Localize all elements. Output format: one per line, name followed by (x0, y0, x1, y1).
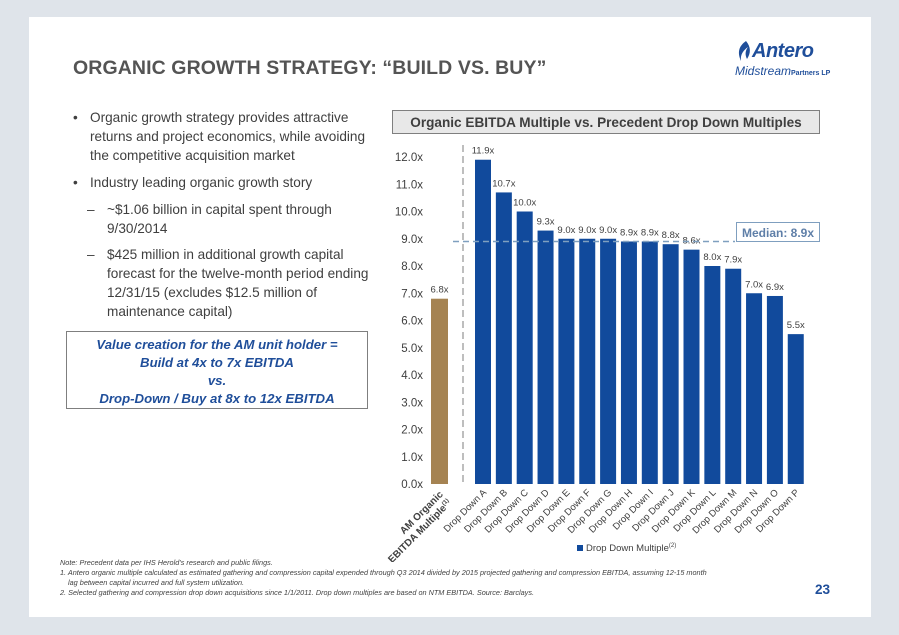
bar-chart: 0.0x 1.0x 2.0x 3.0x 4.0x 5.0x 6.0x 7.0x 8.0x 9.0x… (386, 145, 805, 562)
dropdown-bar (475, 159, 491, 484)
y-tick-label: 4.0x (401, 370, 423, 382)
legend-label: Drop Down Multiple(2) (586, 543, 676, 554)
bar-data-label: 9.0x (557, 225, 575, 236)
bar-data-label: 9.3x (537, 217, 555, 228)
footnotes: Note: Precedent data per IHS Herold’s re… (60, 558, 820, 598)
bar-data-label: 5.5x (787, 320, 805, 331)
y-tick-label: 9.0x (401, 234, 423, 246)
dropdown-bar (704, 266, 721, 484)
y-tick-label: 12.0x (395, 152, 423, 164)
bar-data-label: 8.6x (683, 236, 701, 247)
bullet-item: • Organic growth strategy provides attrac… (73, 110, 366, 163)
dropdown-bar (600, 238, 617, 484)
y-tick-label: 10.0x (395, 207, 423, 219)
footnote-1-cont: lag between capital incurred and full sy… (68, 578, 245, 587)
bar-data-label: 8.0x (703, 252, 721, 263)
dropdown-bar (537, 230, 554, 484)
value-creation-box: Value creation for the AM unit holder = … (66, 331, 368, 409)
bar-data-label: 8.9x (620, 227, 638, 238)
footnote-2: 2. Selected gathering and compression dr… (60, 588, 535, 597)
antero-logo: Antero MidstreamPartners LP (735, 40, 835, 82)
dropdown-bar (725, 268, 742, 484)
dropdown-bar (787, 334, 804, 484)
organic-data-label: 6.8x (431, 285, 449, 296)
dropdown-bar (558, 238, 575, 484)
bar-data-label: 9.0x (599, 225, 617, 236)
value-line-3: vs. (207, 373, 227, 388)
bar-data-label: 11.9x (472, 146, 495, 157)
dropdown-bar (641, 241, 658, 484)
y-tick-label: 5.0x (401, 343, 423, 355)
y-tick-label: 7.0x (401, 288, 423, 300)
organic-bar (431, 298, 448, 484)
sub-bullet-item: – $425 million in additional growth capit… (87, 247, 369, 319)
value-line-2: Build at 4x to 7x EBITDA (140, 355, 294, 370)
y-tick-label: 0.0x (401, 479, 423, 491)
dropdown-bar (620, 241, 637, 484)
logo-subname: MidstreamPartners LP (735, 64, 831, 78)
legend-swatch (577, 545, 583, 551)
y-tick-label: 1.0x (401, 452, 423, 464)
value-line-4: Drop-Down / Buy at 8x to 12x EBITDA (99, 391, 335, 406)
bar-data-label: 7.0x (745, 279, 763, 290)
dropdown-bar (662, 244, 679, 484)
dropdown-bar (516, 211, 533, 484)
median-label: Median: 8.9x (736, 222, 820, 242)
bullet-list: • Organic growth strategy provides attrac… (73, 108, 373, 328)
dropdown-bar (766, 295, 783, 484)
value-line-1: Value creation for the AM unit holder = (96, 337, 338, 352)
footnote-note: Note: Precedent data per IHS Herold’s re… (60, 558, 273, 567)
bar-data-label: 10.0x (513, 198, 536, 209)
dropdown-bar (683, 249, 700, 484)
y-tick-label: 6.0x (401, 316, 423, 328)
page-title: ORGANIC GROWTH STRATEGY: “BUILD VS. BUY” (73, 57, 547, 79)
bullet-item: • Industry leading organic growth story (73, 175, 313, 190)
sub-bullet-item: – ~$1.06 billion in capital spent through… (87, 202, 332, 236)
bar-data-label: 8.8x (662, 230, 680, 241)
slide: ORGANIC GROWTH STRATEGY: “BUILD VS. BUY”… (29, 17, 871, 617)
dropdown-bar (746, 293, 763, 484)
bar-data-label: 6.9x (766, 282, 784, 293)
y-tick-label: 2.0x (401, 425, 423, 437)
bar-data-label: 10.7x (492, 178, 515, 189)
dropdown-bar (579, 238, 596, 484)
flame-icon (738, 41, 750, 61)
logo-name: Antero (752, 40, 814, 62)
bar-data-label: 9.0x (578, 225, 596, 236)
footnote-1: 1. Antero organic multiple calculated as… (60, 568, 707, 577)
bar-data-label: 8.9x (641, 227, 659, 238)
y-tick-label: 8.0x (401, 261, 423, 273)
y-tick-label: 3.0x (401, 397, 423, 409)
y-tick-label: 11.0x (396, 179, 424, 191)
dropdown-bar (495, 192, 512, 485)
bar-data-label: 7.9x (724, 255, 742, 266)
page-number: 23 (815, 582, 831, 597)
chart-header: Organic EBITDA Multiple vs. Precedent Dr… (392, 110, 820, 134)
